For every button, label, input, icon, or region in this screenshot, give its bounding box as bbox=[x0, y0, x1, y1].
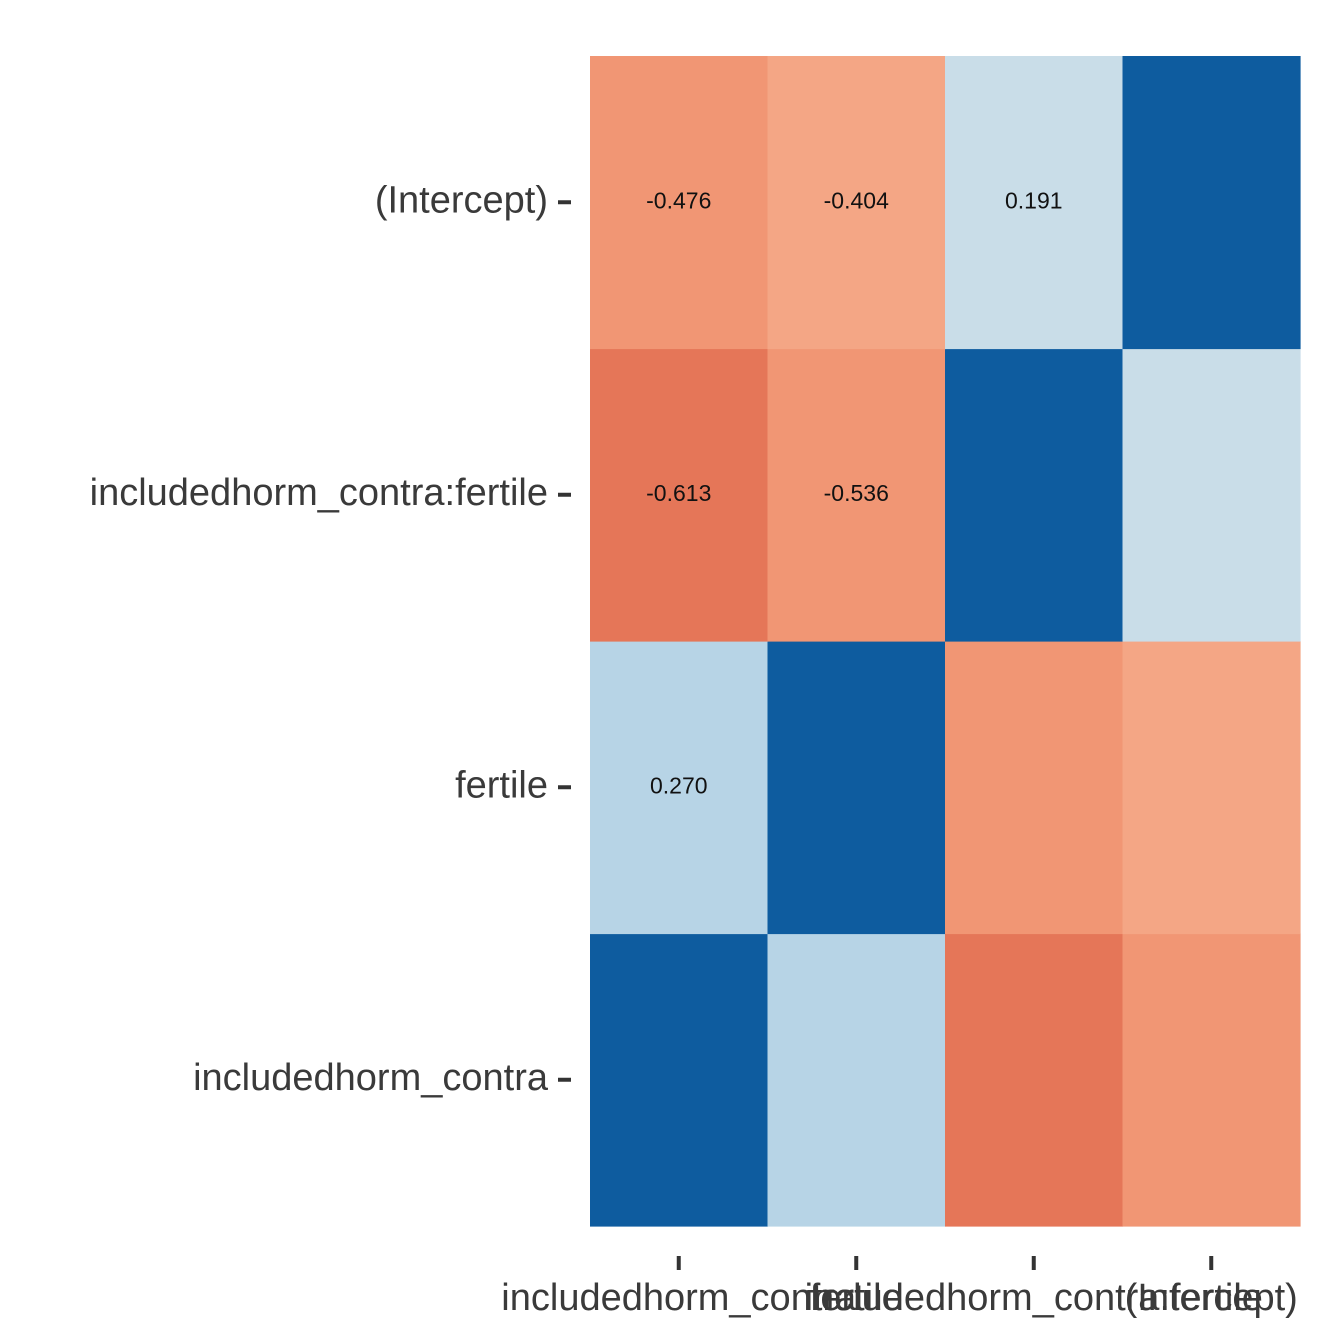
cell-value-label: -0.613 bbox=[646, 480, 711, 506]
y-tick-label: includedhorm_contra bbox=[193, 1057, 549, 1099]
heatmap-cell-includedhorm-contra-fertile-includedhorm-contra bbox=[590, 348, 769, 642]
x-tick-label: fertile bbox=[810, 1277, 903, 1319]
heatmap-cell-includedhorm-contra-fertile bbox=[767, 933, 946, 1227]
x-tick-label: (Intercept) bbox=[1125, 1277, 1298, 1319]
heatmap-cell-intercept-intercept bbox=[1122, 56, 1301, 350]
heatmap-cell-includedhorm-contra-fertile-intercept bbox=[1122, 348, 1301, 642]
cell-value-label: -0.404 bbox=[824, 187, 889, 213]
cell-value-label: 0.270 bbox=[650, 772, 708, 798]
heatmap-cell-intercept-includedhorm-contra bbox=[590, 56, 769, 350]
x-axis: includedhorm_contrafertileincludedhorm_c… bbox=[501, 1256, 1298, 1319]
heatmap-cell-labels: 0.270 -0.613 -0.536 -0.476 -0.404 0.191 bbox=[646, 187, 1062, 798]
cell-value-label: 0.191 bbox=[1005, 187, 1063, 213]
cell-value-label: -0.536 bbox=[824, 480, 889, 506]
y-tick-label: (Intercept) bbox=[375, 179, 548, 221]
y-axis: includedhorm_contra fertile includedhorm_c… bbox=[90, 179, 571, 1099]
x-tick-label: includedhorm_contra:fertile bbox=[805, 1277, 1263, 1319]
heatmap-cell-intercept-fertile bbox=[767, 56, 946, 350]
heatmap-cell-includedhorm-contra-includedhorm-contra bbox=[590, 933, 769, 1227]
heatmap-cell-includedhorm-contra-intercept bbox=[1122, 933, 1301, 1227]
heatmap-cell-fertile-includedhorm-contra-fertile bbox=[945, 641, 1124, 935]
heatmap-cells bbox=[590, 56, 1301, 1227]
heatmap-cell-includedhorm-contra-includedhorm-contra-fertile bbox=[945, 933, 1124, 1227]
heatmap-cell-fertile-includedhorm-contra bbox=[590, 641, 769, 935]
cell-value-label: -0.476 bbox=[646, 187, 711, 213]
x-tick-label: includedhorm_contra bbox=[501, 1277, 857, 1319]
heatmap-cell-includedhorm-contra-fertile-includedhorm-contra-fertile bbox=[945, 348, 1124, 642]
y-tick-label: includedhorm_contra:fertile bbox=[90, 472, 548, 514]
y-tick-label: fertile bbox=[455, 764, 548, 806]
heatmap-cell-intercept-includedhorm-contra-fertile bbox=[945, 56, 1124, 350]
heatmap-cell-fertile-fertile bbox=[767, 641, 946, 935]
heatmap-cell-includedhorm-contra-fertile-fertile bbox=[767, 348, 946, 642]
heatmap-cell-fertile-intercept bbox=[1122, 641, 1301, 935]
